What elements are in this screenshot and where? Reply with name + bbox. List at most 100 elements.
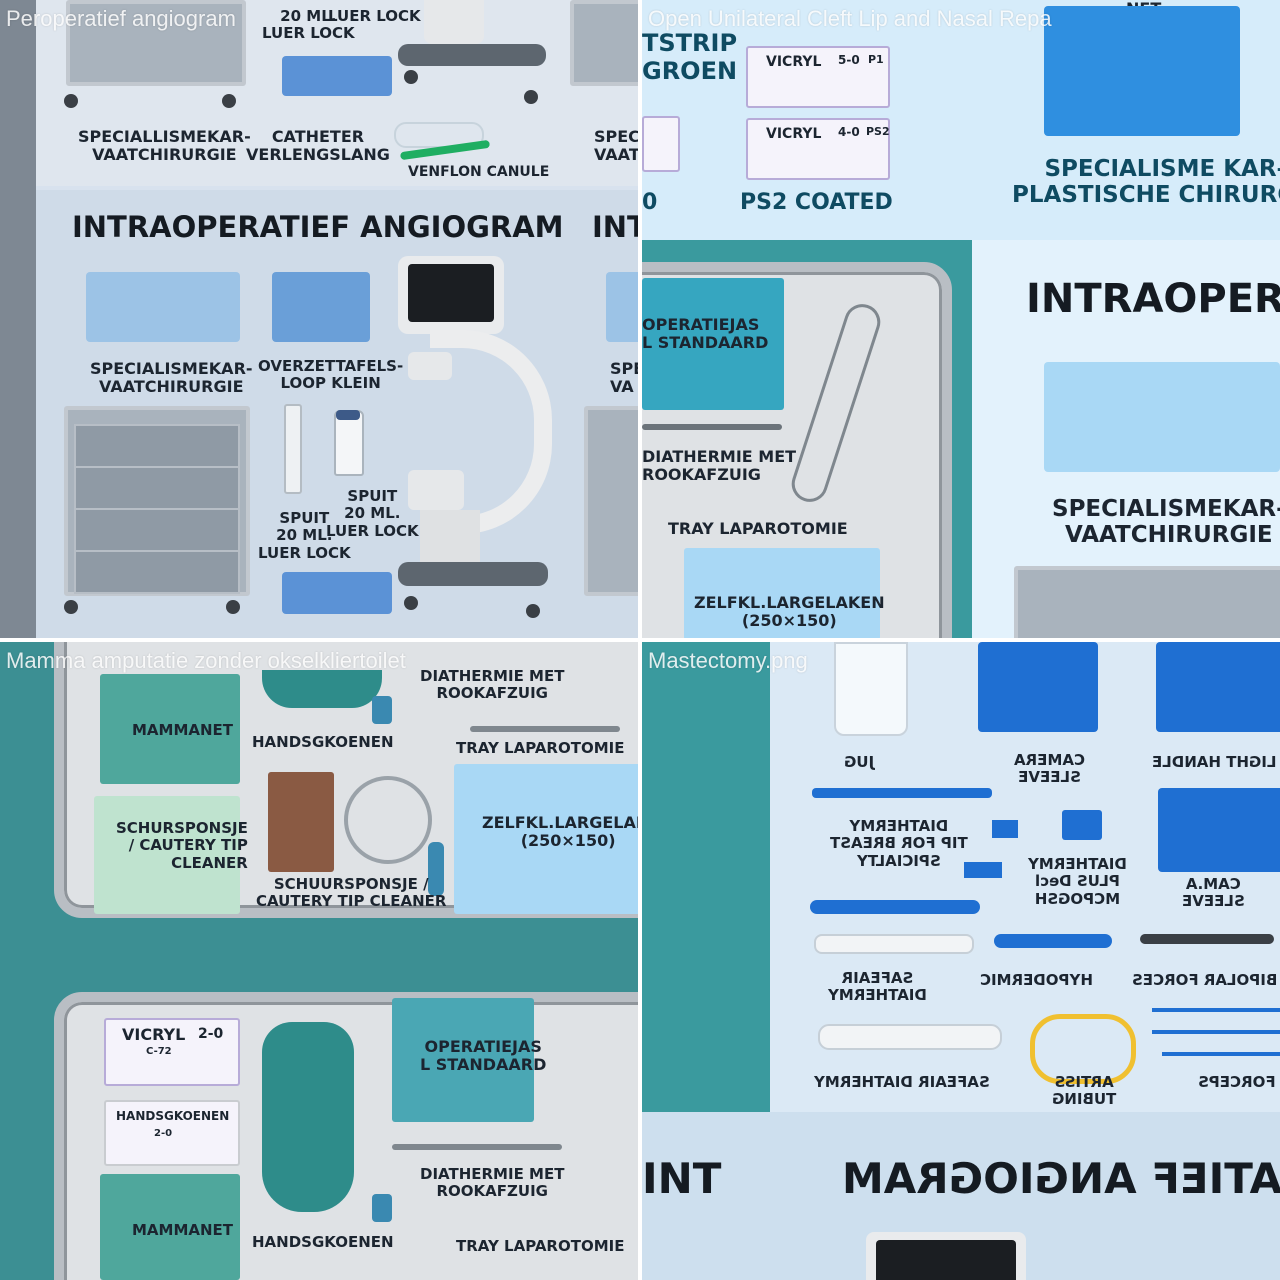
label-handsgkoenen: HANDSGKOENEN bbox=[252, 1233, 394, 1251]
label-diathermy-tip: DIATHERMY TIP FOR BREAST SPICIALTY bbox=[830, 817, 968, 870]
label-overzettafel: OVERZETTAFELS- LOOP KLEIN bbox=[258, 357, 404, 393]
tile-divider bbox=[0, 638, 1280, 642]
heading-partial: INT bbox=[642, 1154, 722, 1203]
label-ps2: PS2 COATED bbox=[740, 190, 893, 215]
label-luer-lock: LUER LOCK bbox=[328, 7, 421, 25]
label-tstrip: TSTRIP GROEN bbox=[642, 29, 738, 85]
suture-size: 4-0 bbox=[838, 125, 860, 139]
suture-size: 2-0 bbox=[198, 1026, 224, 1042]
label-jug: JUG bbox=[844, 753, 875, 771]
label-zelfkl: ZELFKL.LARGELAKI (250×150) bbox=[482, 813, 638, 851]
label-camera-sleeve: CAMERA SLEEVE bbox=[1014, 751, 1085, 787]
suture-pack: VICRYL 5-0 P1 bbox=[746, 46, 890, 108]
camera-sleeve bbox=[978, 642, 1098, 732]
cart-drawer bbox=[74, 550, 240, 595]
diathermy-pencil bbox=[810, 900, 980, 914]
tile-cleft-lip-repair: Open Unilateral Cleft Lip and Nasal Repa… bbox=[642, 0, 1280, 638]
label-diathermy-plus: DIATHERMY PLUS Decl MCPOGSH bbox=[1028, 855, 1127, 908]
camera-sleeve bbox=[1158, 788, 1280, 872]
label-partial: 0 bbox=[642, 190, 658, 215]
label-tray: TRAY LAPAROTOMIE bbox=[456, 739, 625, 757]
label-partial: SPE VA bbox=[610, 359, 638, 397]
cart-drawer bbox=[74, 466, 240, 511]
drape-light-blue bbox=[1044, 362, 1280, 472]
label-light-handle: LIGHT HANDLE bbox=[1152, 753, 1277, 771]
tile-peroperatief-angiogram: Peroperatief angiogram 20 ML. LUER LOCK … bbox=[0, 0, 638, 638]
monitor-screen bbox=[408, 264, 494, 322]
heading-word: ATIEF bbox=[1151, 1154, 1280, 1203]
suture-pack: VICRYL 2-0 C-72 bbox=[104, 1018, 240, 1086]
c-arm-detector bbox=[408, 352, 452, 380]
label-venflon: VENFLON CANULE bbox=[408, 164, 550, 180]
tile-filename: Peroperatief angiogram bbox=[6, 6, 236, 31]
label-specialismekar: SPECIALLISMEKAR- VAATCHIRURGIE bbox=[78, 127, 251, 165]
c-arm-source bbox=[408, 470, 464, 510]
glove-pack-label: HANDSGKOENEN bbox=[116, 1109, 230, 1123]
label-specialisme-kar: SPECIALISME KAR– PLASTISCHE CHIRURGIE bbox=[1012, 156, 1280, 209]
suture-code: PS2 bbox=[866, 125, 890, 138]
operatiejas-pack bbox=[392, 998, 534, 1122]
schursponsje-pack bbox=[94, 796, 240, 914]
light-handle-cover bbox=[1156, 642, 1280, 732]
label-tray: TRAY LAPAROTOMIE bbox=[668, 519, 848, 538]
label-spuit: SPUIT 20 ML. LUER LOCK bbox=[326, 487, 419, 540]
sterile-pack bbox=[282, 56, 392, 96]
suture-code: P1 bbox=[868, 53, 884, 66]
heading: INTRAOPERA bbox=[1026, 276, 1280, 322]
suture-code: C-72 bbox=[146, 1046, 172, 1057]
tile-mamma-amputatie: Mamma amputatie zonder okselkliertoilet … bbox=[0, 642, 638, 1280]
c-arm-column bbox=[424, 0, 484, 44]
cart-wheel bbox=[64, 94, 78, 108]
tile-filename: Open Unilateral Cleft Lip and Nasal Repa bbox=[648, 6, 1052, 31]
hypodermic bbox=[994, 934, 1112, 948]
label-operatiejas: OPERATIEJAS L STANDAARD bbox=[420, 1037, 547, 1075]
teal-strip bbox=[642, 642, 770, 1112]
drape-light-blue bbox=[86, 272, 240, 342]
suture-brand: VICRYL bbox=[766, 54, 822, 70]
coiled-tubing bbox=[344, 776, 432, 864]
connector bbox=[428, 842, 444, 896]
forceps bbox=[1162, 1052, 1280, 1056]
label-catheter: CATHETER VERLENGSLANG bbox=[246, 127, 390, 165]
label-partial: SPECI VAAT bbox=[594, 127, 638, 165]
cart-drawer bbox=[74, 424, 240, 469]
label-schursponsje: SCHURSPONSJE / CAUTERY TIP CLEANER bbox=[116, 819, 248, 872]
zelfkl-largelaken bbox=[454, 764, 638, 914]
bipolar-forceps bbox=[1140, 934, 1274, 944]
cart-drawer bbox=[74, 508, 240, 553]
connector bbox=[372, 1194, 392, 1222]
c-arm-column bbox=[420, 510, 480, 570]
instrument-cart bbox=[64, 406, 250, 596]
label-mammanet: MAMMANET bbox=[132, 721, 234, 739]
connector bbox=[372, 696, 392, 724]
label-specialismekar: SPECIALISMEKAR- VAATCHIRURGIE bbox=[1052, 496, 1280, 549]
heading-word: ANGIOGRAM bbox=[842, 1154, 1137, 1203]
label-spuit: SPUIT 20 ML. LUER LOCK bbox=[258, 509, 351, 562]
instrument-cart bbox=[1014, 566, 1280, 638]
diathermy-tip bbox=[812, 788, 992, 798]
syringe bbox=[284, 404, 302, 494]
monitor bbox=[866, 1232, 1026, 1280]
cart-wheel bbox=[226, 600, 240, 614]
sterile-pack bbox=[282, 572, 392, 614]
label-schuurspons: SCHUURSPONSJE / CAUTERY TIP CLEANER bbox=[256, 875, 447, 911]
heading-partial: INT bbox=[592, 210, 638, 244]
c-arm-wheel bbox=[404, 596, 418, 610]
diathermie-pen bbox=[642, 424, 782, 430]
label-bipolar: BIPOLAR FORCES bbox=[1132, 971, 1278, 989]
mammanet-pack bbox=[100, 1174, 240, 1280]
instrument-cart bbox=[570, 0, 638, 86]
drape-light-blue bbox=[606, 272, 638, 342]
diathermie-pen bbox=[392, 1144, 562, 1150]
edge-strip bbox=[0, 0, 36, 638]
jug bbox=[834, 642, 908, 736]
label-hypodermic: HYPODERMIC bbox=[980, 971, 1093, 989]
zelfkl-largelaken bbox=[684, 548, 880, 638]
diathermy-plug bbox=[1062, 810, 1102, 840]
suture-brand: VICRYL bbox=[766, 126, 822, 142]
glove-pack: HANDSGKOENEN 2-0 bbox=[104, 1100, 240, 1166]
tile-mastectomy: Mastectomy.png JUG CAMERA SLEEVE LIGHT H… bbox=[642, 642, 1280, 1280]
safeair-diathermy bbox=[814, 934, 974, 954]
label-artiss: ARTISS TUBING bbox=[1052, 1073, 1117, 1109]
